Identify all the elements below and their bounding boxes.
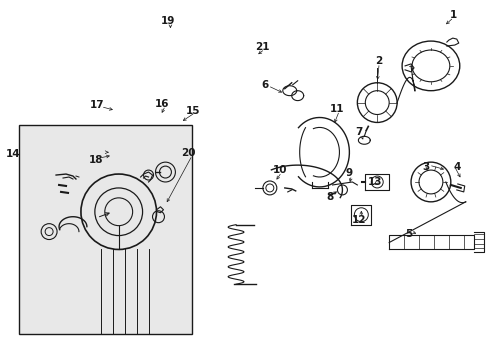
Text: 15: 15 xyxy=(185,105,200,116)
Text: 21: 21 xyxy=(254,42,268,52)
Text: 16: 16 xyxy=(155,99,169,109)
Text: 11: 11 xyxy=(329,104,344,113)
Text: 5: 5 xyxy=(405,229,412,239)
Text: 1: 1 xyxy=(449,10,456,20)
Text: 3: 3 xyxy=(422,162,429,172)
Text: 7: 7 xyxy=(355,127,362,138)
Text: 20: 20 xyxy=(181,148,195,158)
Text: 8: 8 xyxy=(325,192,332,202)
Text: 6: 6 xyxy=(261,80,268,90)
Text: 4: 4 xyxy=(452,162,460,172)
Text: 2: 2 xyxy=(375,56,382,66)
Bar xyxy=(19,125,192,334)
Text: 18: 18 xyxy=(88,155,103,165)
Text: 13: 13 xyxy=(367,177,382,187)
Text: 14: 14 xyxy=(6,149,20,159)
Text: 9: 9 xyxy=(345,168,352,178)
Text: 12: 12 xyxy=(351,215,366,225)
Text: 17: 17 xyxy=(89,100,104,109)
Text: 10: 10 xyxy=(272,165,286,175)
Text: 19: 19 xyxy=(161,16,175,26)
